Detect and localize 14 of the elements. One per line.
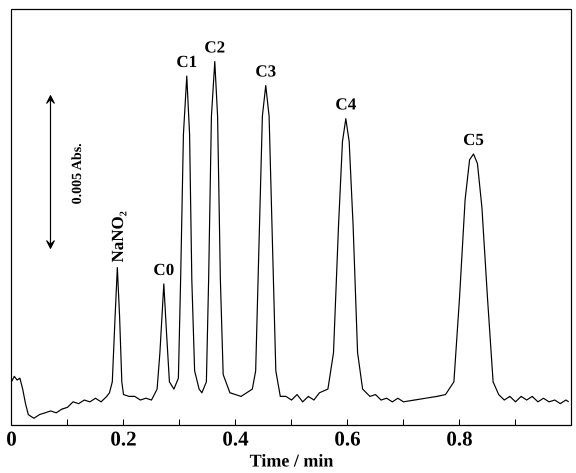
annotation: C5 <box>463 130 484 149</box>
annotation: C0 <box>153 260 174 279</box>
x-tick-label: 0.8 <box>446 426 473 450</box>
x-axis-title: Time / min <box>250 450 334 470</box>
annotation: C4 <box>335 94 357 114</box>
annotation: C3 <box>255 62 276 81</box>
annotation: C2 <box>204 38 226 57</box>
x-tick-label: 0.6 <box>334 426 361 450</box>
x-tick-label: 0.2 <box>110 426 137 450</box>
annotation: C1 <box>176 52 198 72</box>
x-tick-label: 0.4 <box>222 426 250 450</box>
x-tick-label: 0 <box>6 426 17 450</box>
annotation: NaNO₂ <box>108 211 127 263</box>
annotation: 0.005 Abs. <box>70 143 85 204</box>
